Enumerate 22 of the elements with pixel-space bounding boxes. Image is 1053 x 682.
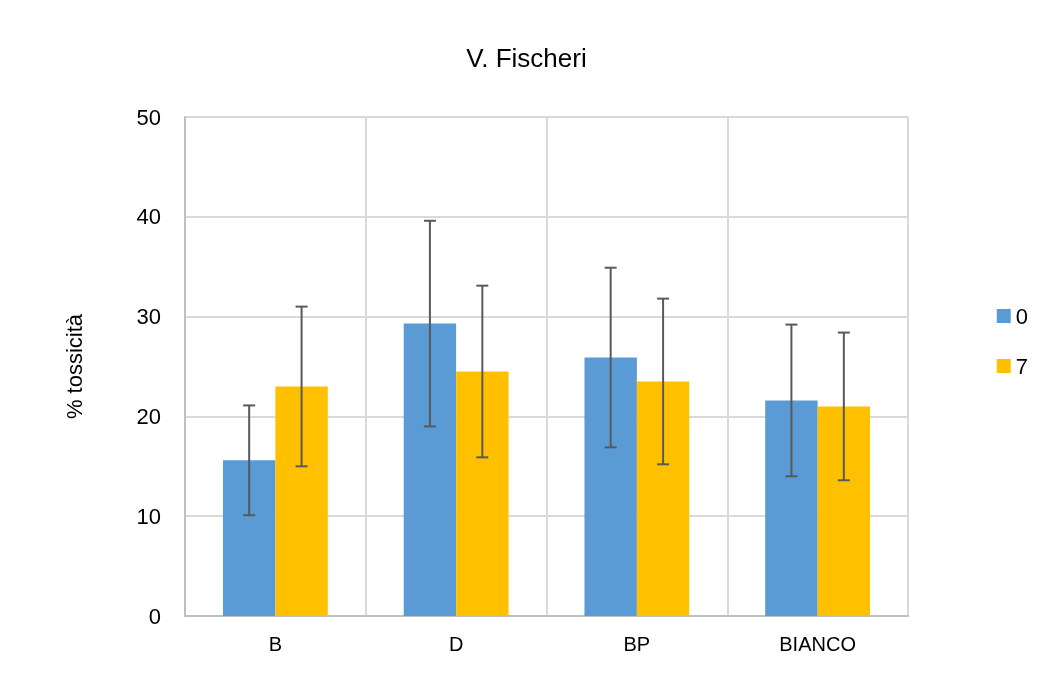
legend-label: 0 xyxy=(1015,303,1029,329)
x-tick-label: BP xyxy=(623,633,651,655)
y-axis-title: % tossicità xyxy=(61,313,87,420)
chart-title: V. Fischeri xyxy=(466,43,587,73)
y-tick-label: 10 xyxy=(136,503,161,529)
legend-label: 7 xyxy=(1015,353,1029,379)
y-tick-label: 0 xyxy=(148,603,161,629)
bar xyxy=(403,323,457,616)
x-tick-label: B xyxy=(268,633,283,655)
x-tick-label: BIANCO xyxy=(779,633,856,655)
bar xyxy=(765,400,818,616)
bar xyxy=(275,386,328,616)
bar xyxy=(584,357,637,616)
y-tick-label: 50 xyxy=(136,104,161,130)
x-tick-label: D xyxy=(448,633,464,655)
bar xyxy=(222,460,276,616)
bar xyxy=(456,371,509,616)
y-tick-label: 30 xyxy=(136,304,161,330)
bar xyxy=(817,406,871,616)
y-tick-label: 40 xyxy=(136,204,161,230)
y-tick-label: 20 xyxy=(136,403,161,429)
bar xyxy=(636,381,690,616)
